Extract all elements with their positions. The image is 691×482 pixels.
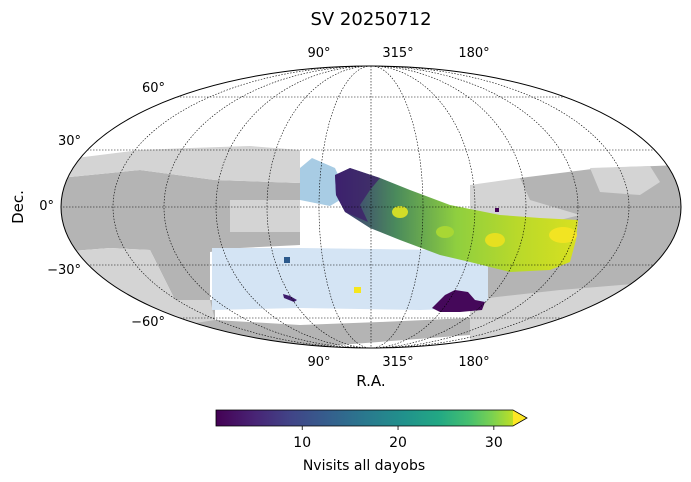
- ra-tick-label-top: 315°: [382, 46, 413, 61]
- colorbar-tick-label: 20: [389, 435, 407, 451]
- secondary-footprint: [590, 166, 660, 195]
- secondary-footprint: [230, 200, 300, 232]
- visited-band-hotspot: [485, 233, 505, 247]
- ra-tick-label-bottom: 90°: [307, 355, 330, 370]
- dec-tick-label: 0°: [39, 199, 54, 214]
- colorbar-tick-label: 30: [485, 435, 503, 451]
- dec-tick-label: 60°: [142, 81, 165, 96]
- colorbar-gradient: [216, 410, 513, 426]
- visited-small-field: [495, 208, 499, 212]
- ra-tick-label-top: 90°: [307, 46, 330, 61]
- visited-band-hotspot: [436, 226, 454, 238]
- colorbar: 10 20 30 Nvisits all dayobs: [215, 409, 528, 474]
- chart-title: SV 20250712: [310, 9, 431, 30]
- visited-small-field: [354, 287, 361, 293]
- dec-tick-label: −30°: [47, 263, 81, 278]
- colorbar-extend-arrow: [513, 410, 527, 426]
- planned-fields-north: [300, 158, 345, 206]
- ra-gridlines: [112, 66, 630, 348]
- colorbar-tick-label: 10: [293, 435, 311, 451]
- dec-tick-label: −60°: [131, 315, 165, 330]
- visited-band-hotspot: [549, 227, 577, 243]
- map-area: [61, 66, 681, 348]
- dec-tick-label: 30°: [58, 134, 81, 149]
- colorbar-outline: [215, 409, 528, 427]
- visited-south-patch: [432, 290, 485, 312]
- visited-small-field: [284, 257, 290, 263]
- visited-small-field: [283, 294, 297, 302]
- ra-tick-label-bottom: 315°: [382, 355, 413, 370]
- ra-tick-label-bottom: 180°: [458, 355, 489, 370]
- visited-band-hotspot: [392, 206, 408, 218]
- planned-fields-south: [212, 248, 488, 310]
- map-boundary: [60, 65, 682, 349]
- x-axis-label: R.A.: [356, 372, 385, 390]
- colorbar-ticks: 10 20 30: [293, 426, 503, 451]
- y-axis-label: Dec.: [9, 190, 27, 224]
- visited-band: [335, 168, 578, 272]
- secondary-footprint: [61, 146, 300, 183]
- ra-tick-label-top: 180°: [458, 46, 489, 61]
- visited-band-edge: [335, 168, 380, 222]
- colorbar-label: Nvisits all dayobs: [303, 458, 425, 474]
